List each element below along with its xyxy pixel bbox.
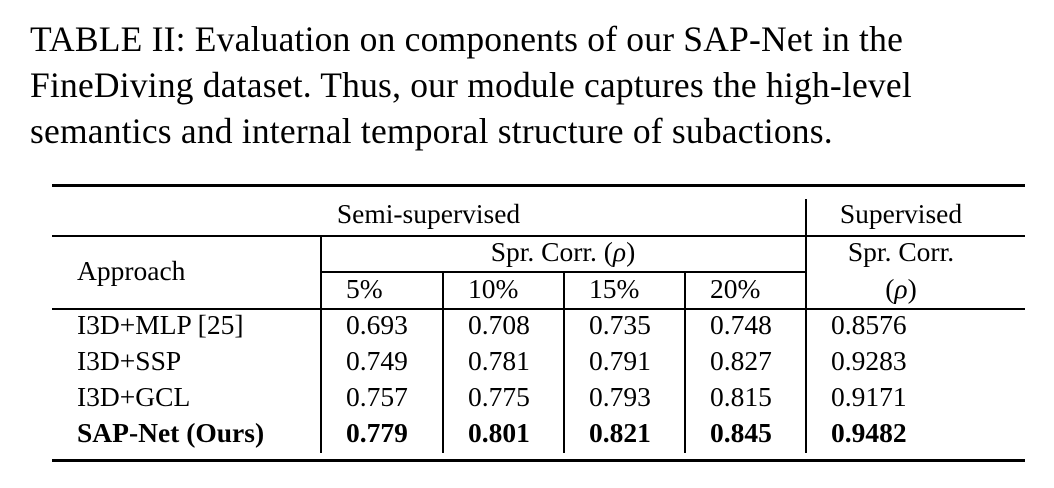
pct-header-5: 5% <box>346 273 383 304</box>
value-cell-5: 0.757 <box>346 381 408 412</box>
caption-line: TABLE II: Evaluation on components of ou… <box>30 19 904 59</box>
spr-corr-header: Spr. Corr. (ρ) <box>490 236 636 267</box>
value-cell-20: 0.815 <box>710 381 772 412</box>
value-cell-5: 0.749 <box>346 345 408 376</box>
approach-header: Approach <box>77 255 186 286</box>
value-cell-supervised: 0.9482 <box>831 417 907 448</box>
header-body-rule <box>52 308 1025 310</box>
pct-header-15: 15% <box>589 273 640 304</box>
value-cell-20: 0.827 <box>710 345 772 376</box>
value-cell-5: 0.693 <box>346 309 408 340</box>
value-cell-10: 0.775 <box>468 381 530 412</box>
approach-cell: I3D+GCL <box>77 381 191 412</box>
supervised-spr-corr-header: Spr. Corr. <box>847 236 955 267</box>
table-caption: TABLE II: Evaluation on components of ou… <box>30 16 1030 154</box>
pct-header-10: 10% <box>468 273 519 304</box>
value-cell-15: 0.791 <box>589 345 651 376</box>
value-cell-supervised: 0.9283 <box>831 345 907 376</box>
col-rule-10-15 <box>563 272 565 453</box>
value-cell-supervised: 0.8576 <box>831 309 907 340</box>
col-rule-15-20 <box>684 272 686 453</box>
approach-column-rule <box>320 236 322 453</box>
pct-header-20: 20% <box>710 273 761 304</box>
value-cell-20: 0.748 <box>710 309 772 340</box>
semi-sup-divider-rule <box>805 199 807 453</box>
value-cell-10: 0.781 <box>468 345 530 376</box>
semi-supervised-header: Semi-supervised <box>336 198 521 229</box>
value-cell-10: 0.708 <box>468 309 530 340</box>
approach-cell: SAP-Net (Ours) <box>77 417 265 448</box>
top-rule <box>52 184 1025 187</box>
value-cell-15: 0.821 <box>589 417 651 448</box>
value-cell-15: 0.793 <box>589 381 651 412</box>
bottom-rule <box>52 459 1025 462</box>
approach-cell: I3D+MLP [25] <box>77 309 244 340</box>
col-rule-5-10 <box>442 272 444 453</box>
caption-line: FineDiving dataset. Thus, our module cap… <box>30 65 912 105</box>
value-cell-15: 0.735 <box>589 309 651 340</box>
supervised-header: Supervised <box>839 198 963 229</box>
value-cell-5: 0.779 <box>346 417 408 448</box>
group-header-rule <box>52 235 1025 237</box>
value-cell-20: 0.845 <box>710 417 772 448</box>
value-cell-supervised: 0.9171 <box>831 381 907 412</box>
supervised-rho-header: (ρ) <box>885 273 917 304</box>
spr-corr-rule <box>321 271 805 273</box>
approach-cell: I3D+SSP <box>77 345 182 376</box>
value-cell-10: 0.801 <box>468 417 530 448</box>
caption-line: semantics and internal temporal structur… <box>30 111 833 151</box>
